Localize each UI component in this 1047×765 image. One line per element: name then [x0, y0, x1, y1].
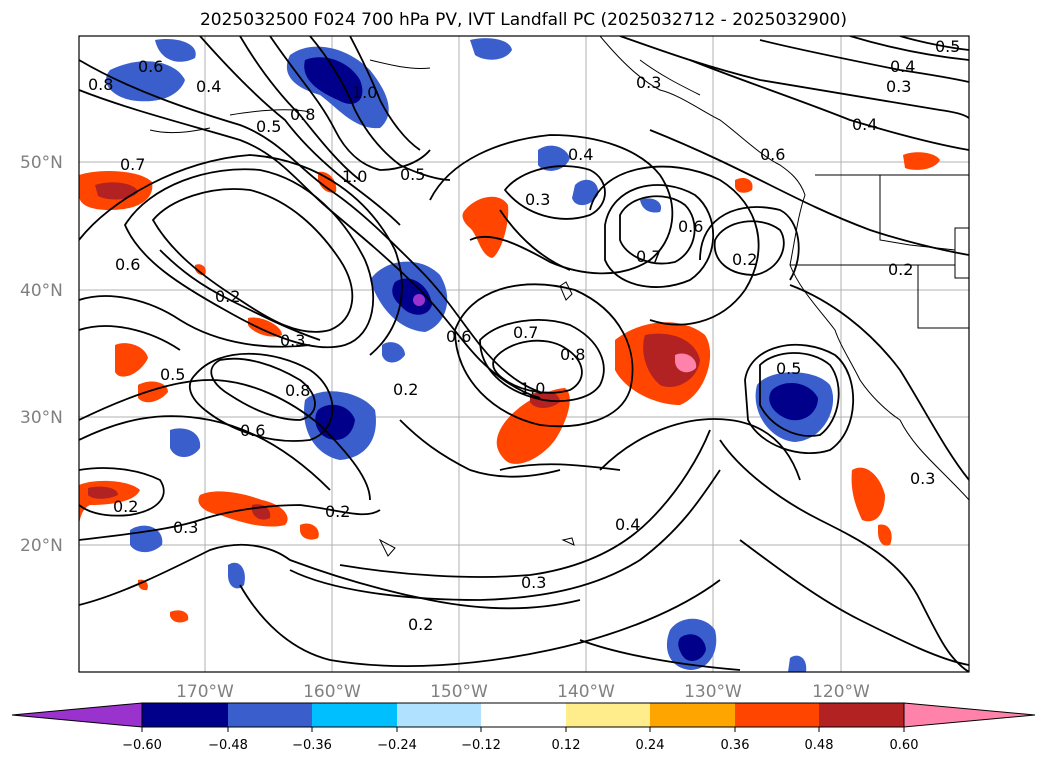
colorbar-tick-label: −0.24 [377, 738, 417, 753]
colorbar-extend-high [903, 702, 1036, 728]
contour-label: 0.3 [636, 73, 661, 92]
contour-label: 1.0 [342, 167, 367, 186]
contour-label: 0.4 [568, 145, 593, 164]
contour-label: 0.8 [88, 75, 113, 94]
contour-label: 0.6 [115, 255, 140, 274]
contour-label: 0.8 [285, 381, 310, 400]
lon-label: 120°W [812, 682, 870, 702]
colorbar-tick-label: 0.36 [721, 738, 750, 753]
colorbar-segment [228, 703, 312, 727]
pv-contours [79, 36, 969, 672]
colorbar-extend-low [11, 702, 143, 728]
contour-label: 0.2 [113, 497, 138, 516]
contour-label: 1.0 [352, 83, 377, 102]
contour-label: 0.5 [935, 37, 960, 56]
contour-label: 0.4 [615, 515, 640, 534]
contour-label: 0.4 [196, 77, 221, 96]
colorbar-tick-label: −0.12 [461, 738, 501, 753]
colorbar-tick-label: 0.24 [636, 738, 665, 753]
contour-label: 0.5 [256, 117, 281, 136]
map-area [79, 36, 969, 672]
lon-label: 150°W [430, 682, 488, 702]
contour-label: 0.8 [560, 345, 585, 364]
contour-label: 0.6 [240, 421, 265, 440]
lon-label: 160°W [303, 682, 361, 702]
lat-label: 20°N [20, 536, 63, 556]
map-border [78, 35, 970, 673]
coastlines [149, 36, 969, 557]
contour-label: 0.3 [521, 573, 546, 592]
colorbar-tick-label: −0.48 [208, 738, 248, 753]
contour-label: 0.5 [776, 359, 801, 378]
contour-label: 0.6 [760, 145, 785, 164]
colorbar-segment [397, 703, 481, 727]
lat-label: 50°N [20, 153, 63, 173]
colorbar-tick-label: 0.12 [552, 738, 581, 753]
colorbar-tick-label: 0.60 [890, 738, 919, 753]
lon-label: 170°W [176, 682, 234, 702]
colorbar-outline [141, 702, 905, 728]
colorbar-tick-label: 0.48 [805, 738, 834, 753]
lon-label: 140°W [557, 682, 615, 702]
map-title: 2025032500 F024 700 hPa PV, IVT Landfall… [199, 10, 847, 30]
lat-label: 40°N [20, 281, 63, 301]
lon-label: 130°W [684, 682, 742, 702]
contour-label: 0.2 [215, 287, 240, 306]
colorbar-ticks [141, 727, 905, 732]
contour-label: 0.4 [852, 115, 877, 134]
pv-shading [79, 38, 940, 672]
contour-label: 0.2 [408, 615, 433, 634]
colorbar-segment [819, 703, 904, 727]
contour-label: 0.6 [138, 57, 163, 76]
contour-label: 0.2 [888, 260, 913, 279]
contour-label: 0.3 [280, 331, 305, 350]
contour-label: 0.6 [446, 327, 471, 346]
latitude-labels: 50°N 40°N 30°N 20°N [20, 153, 63, 556]
colorbar-segment [142, 703, 228, 727]
colorbar-segment [481, 703, 566, 727]
contour-label: 0.3 [173, 518, 198, 537]
colorbar-tick-label: −0.36 [292, 738, 332, 753]
colorbar-tick-label: −0.60 [122, 738, 162, 753]
colorbar-segment [312, 703, 397, 727]
contour-label: 0.3 [525, 190, 550, 209]
colorbar-segment [650, 703, 735, 727]
contour-label: 0.2 [732, 250, 757, 269]
contour-label: 0.5 [400, 165, 425, 184]
colorbar-segment [735, 703, 819, 727]
lat-label: 30°N [20, 408, 63, 428]
contour-label: 0.7 [636, 247, 661, 266]
contour-label: 1.0 [520, 379, 545, 398]
contour-label: 0.7 [513, 323, 538, 342]
contour-label: 0.4 [890, 57, 915, 76]
colorbar: −0.60 −0.48 −0.36 −0.24 −0.12 0.12 0.24 … [11, 702, 1036, 753]
contour-label: 0.2 [325, 502, 350, 521]
contour-label: 0.5 [160, 365, 185, 384]
contour-label: 0.3 [886, 77, 911, 96]
contour-label: 0.6 [678, 217, 703, 236]
contour-labels: 0.8 0.6 0.4 0.5 0.8 1.0 0.7 1.0 0.5 0.4 … [88, 37, 960, 634]
colorbar-segment [566, 703, 650, 727]
contour-label: 0.8 [290, 105, 315, 124]
contour-label: 0.7 [120, 155, 145, 174]
contour-label: 0.3 [910, 469, 935, 488]
longitude-labels: 170°W 160°W 150°W 140°W 130°W 120°W [176, 682, 870, 702]
contour-label: 0.2 [393, 380, 418, 399]
